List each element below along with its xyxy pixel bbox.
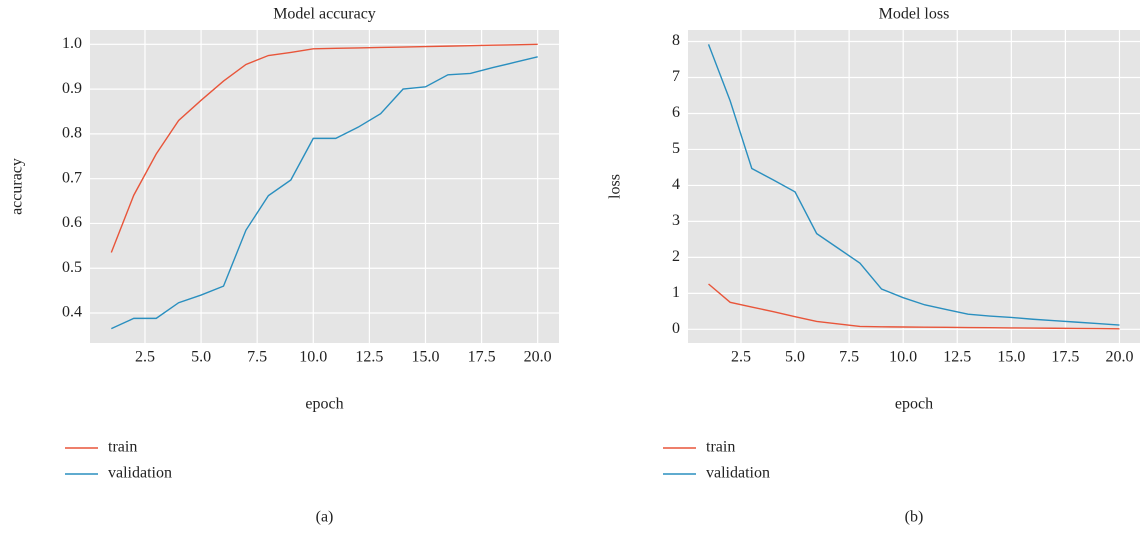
y-tick-label: 0.6 xyxy=(62,214,82,231)
y-tick-label: 0.8 xyxy=(62,125,82,142)
y-tick-label: 7 xyxy=(672,68,680,85)
x-tick-label: 17.5 xyxy=(1051,349,1079,366)
series-line xyxy=(111,56,538,330)
x-tick-label: 10.0 xyxy=(889,349,917,366)
plot-area xyxy=(90,30,559,343)
x-axis-label: epoch xyxy=(305,396,343,413)
legend-label: validation xyxy=(706,465,770,482)
x-tick-label: 5.0 xyxy=(191,349,211,366)
chart-title: Model loss xyxy=(879,6,950,23)
plot-area xyxy=(688,30,1140,343)
x-tick-label: 15.0 xyxy=(997,349,1025,366)
x-tick-label: 12.5 xyxy=(355,349,383,366)
y-tick-label: 0.4 xyxy=(62,304,82,321)
x-tick-label: 7.5 xyxy=(839,349,859,366)
x-axis-label: epoch xyxy=(895,396,933,413)
x-tick-label: 20.0 xyxy=(1105,349,1133,366)
y-tick-label: 0.7 xyxy=(62,169,82,186)
y-tick-label: 0 xyxy=(672,320,680,337)
y-axis-label: accuracy xyxy=(9,158,26,215)
x-tick-label: 12.5 xyxy=(943,349,971,366)
x-tick-label: 17.5 xyxy=(468,349,496,366)
chart-title: Model accuracy xyxy=(273,6,376,23)
x-tick-label: 7.5 xyxy=(247,349,267,366)
y-tick-label: 6 xyxy=(672,104,680,121)
series-line xyxy=(708,283,1120,330)
y-tick-label: 4 xyxy=(672,176,680,193)
caption: (b) xyxy=(905,509,924,526)
legend-label: train xyxy=(706,439,735,456)
x-tick-label: 2.5 xyxy=(731,349,751,366)
x-tick-label: 2.5 xyxy=(135,349,155,366)
y-tick-label: 0.5 xyxy=(62,259,82,276)
y-tick-label: 1 xyxy=(672,284,680,301)
series-line xyxy=(707,44,1120,326)
y-tick-label: 1.0 xyxy=(62,35,82,52)
x-tick-label: 15.0 xyxy=(411,349,439,366)
y-tick-label: 8 xyxy=(672,32,680,49)
y-axis-label: loss xyxy=(607,174,624,199)
x-tick-label: 10.0 xyxy=(299,349,327,366)
y-tick-label: 3 xyxy=(672,212,680,229)
y-tick-label: 5 xyxy=(672,140,680,157)
x-tick-label: 20.0 xyxy=(524,349,552,366)
y-tick-label: 0.9 xyxy=(62,80,82,97)
series-line xyxy=(110,43,538,253)
caption: (a) xyxy=(316,509,334,526)
y-tick-label: 2 xyxy=(672,248,680,265)
legend-label: train xyxy=(108,439,137,456)
legend-label: validation xyxy=(108,465,172,482)
x-tick-label: 5.0 xyxy=(785,349,805,366)
